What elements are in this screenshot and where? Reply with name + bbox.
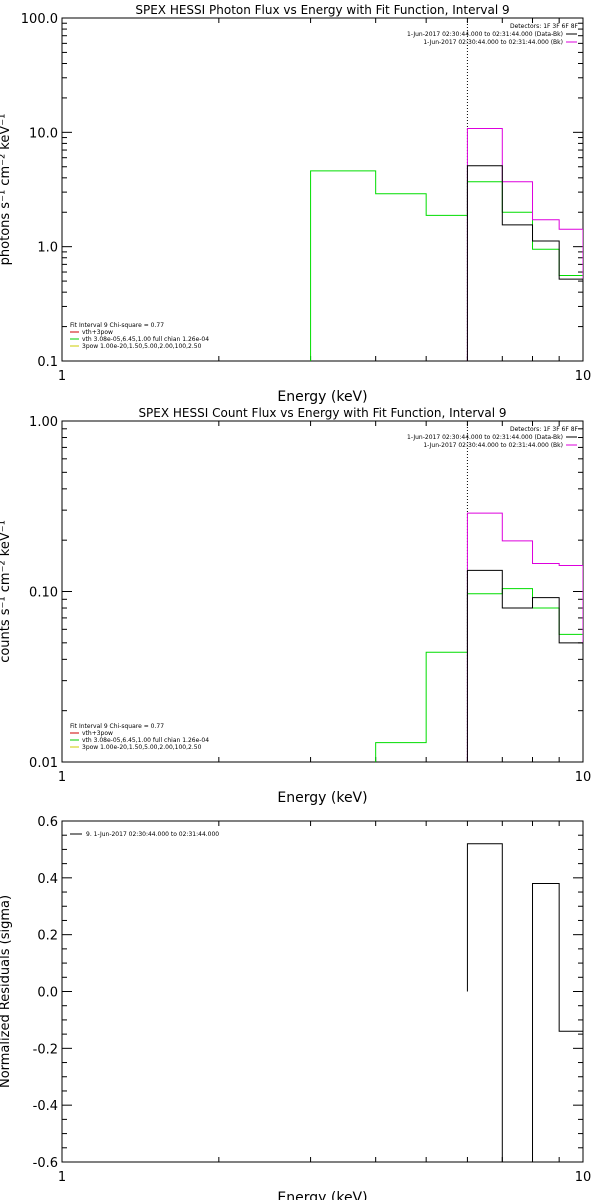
series-group (310, 128, 583, 361)
legend-top-label: 1-Jun-2017 02:30:44.000 to 02:31:44.000 … (423, 39, 563, 46)
x-axis-label: Energy (keV) (277, 389, 367, 405)
y-tick-label: 1.0 (37, 241, 58, 256)
x-tick-label: 1 (58, 1170, 66, 1185)
legend-label: vth 3.08e-05,6.45,1.00 full chian 1.26e-… (82, 737, 209, 744)
series-group (375, 512, 583, 762)
chart-title: SPEX HESSI Photon Flux vs Energy with Fi… (135, 3, 509, 17)
chart-title: SPEX HESSI Count Flux vs Energy with Fit… (138, 406, 506, 420)
y-tick-label: 0.0 (37, 986, 58, 1001)
legend-label: 3pow 1.00e-20,1.50,5.00,2.00,100,2.50 (82, 343, 202, 350)
x-tick-label: 1 (58, 770, 66, 785)
x-tick-label: 10 (575, 770, 592, 785)
panel-3: 1 10 -0.6 -0.4 -0.2 0.0 0.2 0.4 0.6 Energy (keV) N… (0, 815, 591, 1200)
plot-frame (61, 820, 584, 1163)
y-tick-label: 10.0 (29, 126, 58, 141)
panel-1: 1 10 0.1 1.0 10.0 100.0 SPEX HESSI Photon Flux… (0, 3, 591, 405)
y-tick-label: 100.0 (21, 12, 58, 27)
legend-label: vth 3.08e-05,6.45,1.00 full chian 1.26e-… (82, 336, 209, 343)
series-1-histogram (466, 569, 583, 762)
series-2-histogram (466, 128, 583, 361)
legend-top-label: 1-Jun-2017 02:30:44.000 to 02:31:44.000 … (407, 434, 563, 441)
y-tick-label: -0.2 (33, 1042, 58, 1057)
plot-frame (61, 420, 584, 763)
legend-title: Fit Interval 9 Chi-square = 0.77 (70, 322, 164, 329)
y-axis-label: photons s⁻¹ cm⁻² keV⁻¹ (0, 114, 13, 266)
y-axis-label: counts s⁻¹ cm⁻² keV⁻¹ (0, 520, 13, 663)
y-tick-label: 0.10 (29, 586, 58, 601)
y-tick-label: 0.01 (29, 756, 58, 771)
y-axis-label: Normalized Residuals (sigma) (0, 895, 13, 1088)
detectors-label: Detectors: 1F 3F 6F 8F (510, 426, 579, 433)
series-1-histogram (466, 165, 583, 361)
y-tick-label: -0.4 (33, 1099, 58, 1114)
x-axis-label: Energy (keV) (277, 1190, 367, 1200)
legend-top-label: 1-Jun-2017 02:30:44.000 to 02:31:44.000 … (407, 31, 563, 38)
plot-frame (61, 17, 584, 362)
panel-2: 1 10 0.01 0.10 1.00 SPEX HESSI Count Flux vs … (0, 406, 591, 806)
series-1-histogram (466, 843, 583, 1162)
series-3-histogram (310, 170, 583, 361)
x-axis-label: Energy (keV) (277, 790, 367, 806)
x-tick-label: 10 (575, 369, 592, 384)
series-group (466, 843, 583, 1162)
legend-label: vth+3pow (82, 730, 113, 737)
y-tick-label: 0.4 (37, 872, 58, 887)
y-tick-label: -0.6 (33, 1156, 58, 1171)
legend-top-label: 1-Jun-2017 02:30:44.000 to 02:31:44.000 … (423, 442, 563, 449)
series-3-histogram (375, 588, 583, 762)
y-tick-label: 0.1 (37, 355, 58, 370)
y-tick-label: 0.6 (37, 815, 58, 830)
legend-title: Fit Interval 9 Chi-square = 0.77 (70, 723, 164, 730)
x-tick-label: 1 (58, 369, 66, 384)
legend-label: vth+3pow (82, 329, 113, 336)
detectors-label: Detectors: 1F 3F 6F 8F (510, 23, 579, 30)
y-tick-label: 1.00 (29, 415, 58, 430)
y-tick-label: 0.2 (37, 929, 58, 944)
x-tick-label: 10 (575, 1170, 592, 1185)
legend-label: 3pow 1.00e-20,1.50,5.00,2.00,100,2.50 (82, 744, 202, 751)
series-2-histogram (466, 512, 583, 762)
legend-label: 9. 1-Jun-2017 02:30:44.000 to 02:31:44.0… (86, 831, 219, 838)
